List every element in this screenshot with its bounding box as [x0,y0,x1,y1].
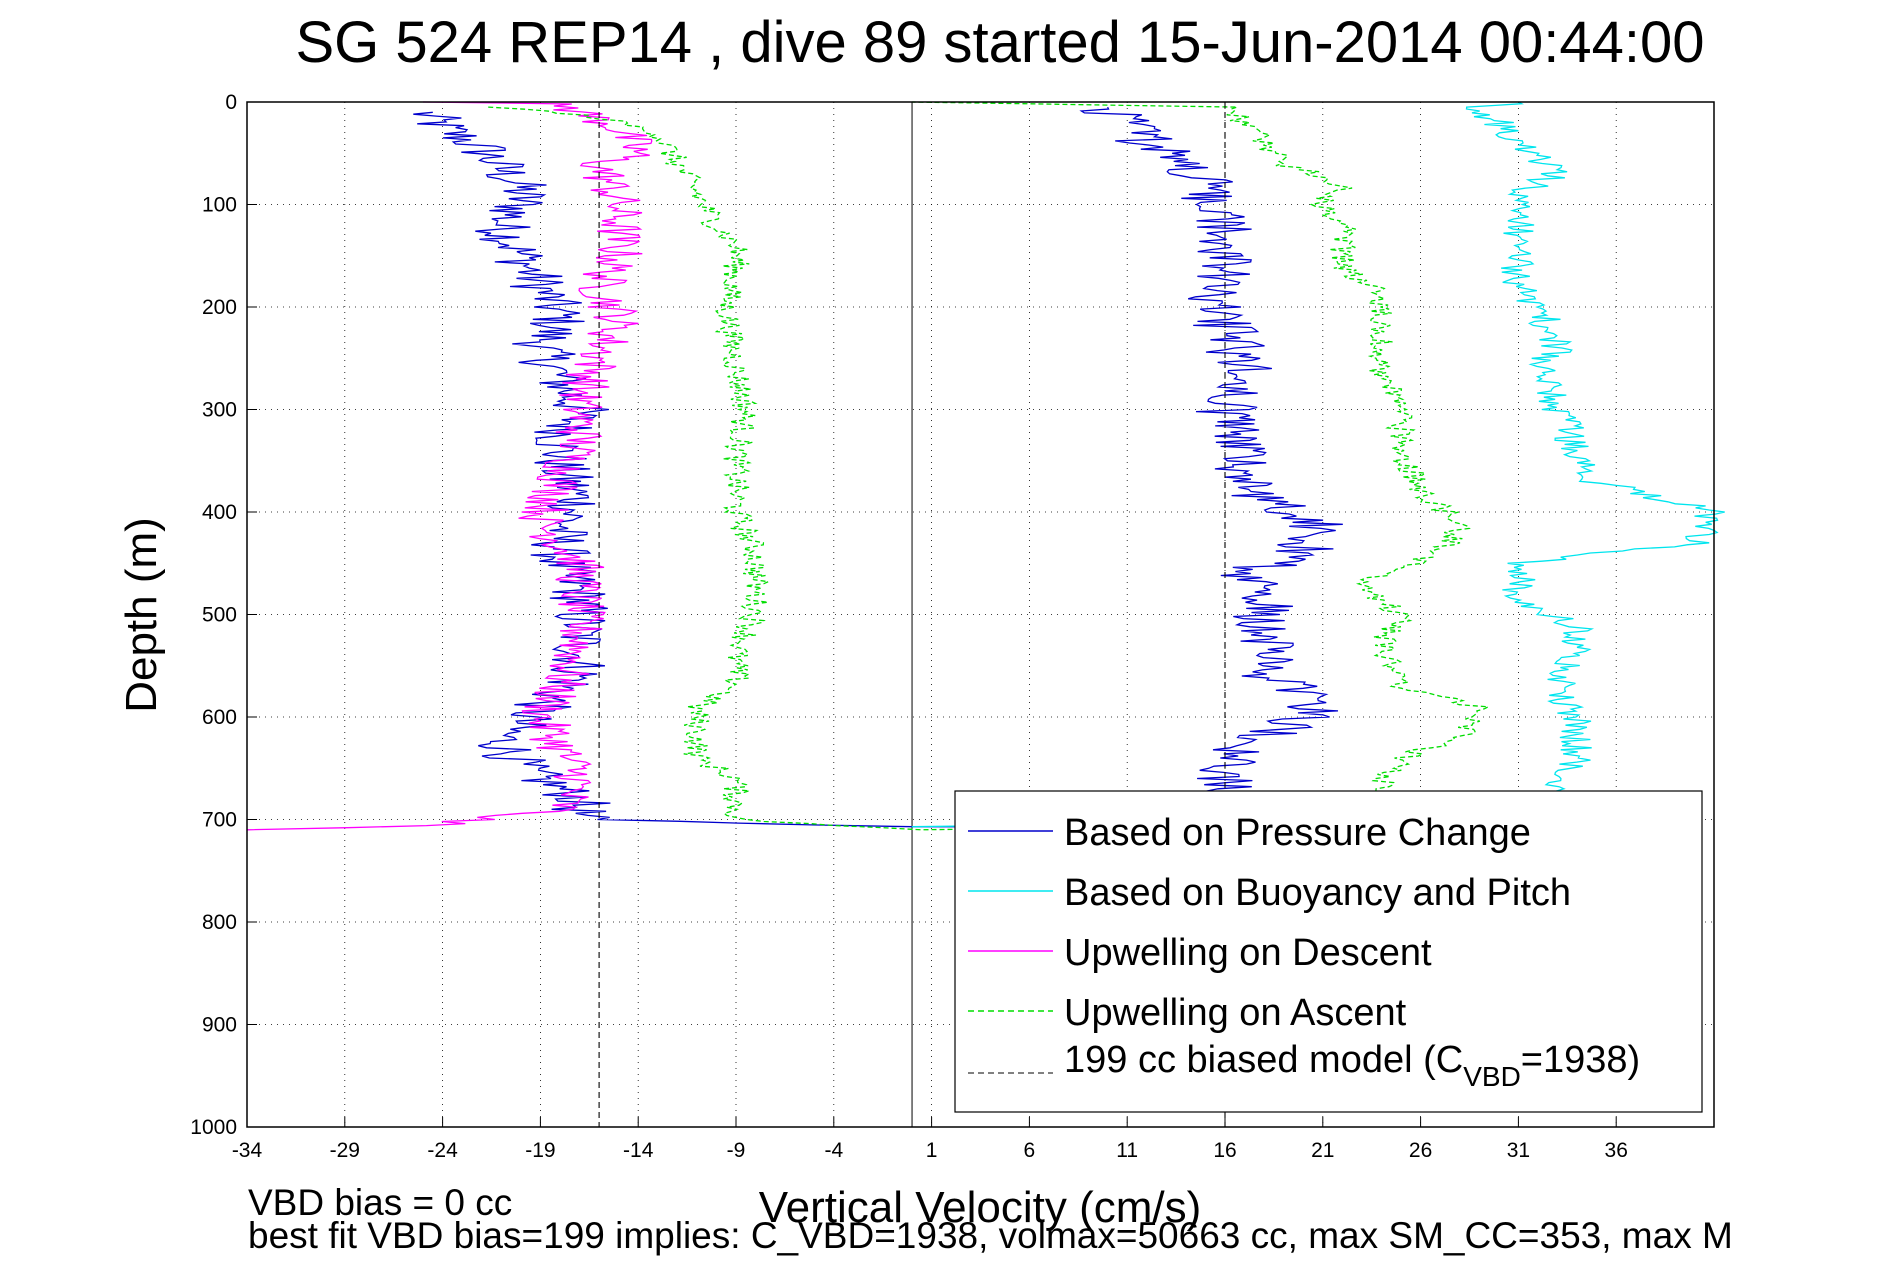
y-tick-label: 1000 [190,1116,237,1139]
legend-label-buoyancy: Based on Buoyancy and Pitch [1064,872,1571,914]
x-tick-label: 36 [1605,1139,1628,1162]
y-tick-label: 900 [202,1014,237,1037]
y-tick-label: 400 [202,501,237,524]
x-tick-label: -24 [427,1139,458,1162]
legend-label-pressure: Based on Pressure Change [1064,812,1531,854]
x-tick-label: -9 [727,1139,746,1162]
series-upwelling-descent [246,101,653,831]
footer-vbd-bias: VBD bias = 0 cc [248,1182,512,1223]
x-tick-label: 31 [1507,1139,1530,1162]
x-tick-label: 16 [1213,1139,1236,1162]
series-layer [246,101,1725,1127]
axis-ticks: -34 -29 -24 -19 -14 -9 -4 1 6 11 16 21 26 31 360100200… [190,91,1628,1162]
x-axis-label: Vertical Velocity (cm/s) [759,1183,1202,1232]
x-tick-label: -34 [232,1139,263,1162]
legend-label-ascent: Upwelling on Ascent [1064,992,1407,1034]
x-tick-label: -4 [824,1139,843,1162]
x-tick-label: 6 [1024,1139,1036,1162]
legend-label-model: 199 cc biased model (CVBD=1938) [1064,1039,1640,1092]
footer-best-fit: best fit VBD bias=199 implies: C_VBD=193… [248,1215,1733,1256]
x-tick-label: 1 [926,1139,938,1162]
legend-box [954,790,1703,1113]
x-tick-label: 21 [1311,1139,1334,1162]
x-tick-label: -19 [525,1139,555,1162]
series-buoyancy-pitch [911,101,1725,828]
legend-label-descent: Upwelling on Descent [1064,932,1432,974]
y-tick-label: 100 [202,194,237,217]
y-tick-label: 700 [202,809,237,832]
legend: Based on Pressure Change Based on Buoyan… [954,790,1703,1113]
series-upwelling-ascent [488,101,1491,831]
y-tick-label: 200 [202,296,237,319]
x-tick-label: 26 [1409,1139,1432,1162]
x-tick-label: -29 [330,1139,360,1162]
y-tick-label: 300 [202,399,237,422]
x-tick-label: -14 [623,1139,654,1162]
y-tick-label: 800 [202,911,237,934]
y-tick-label: 500 [202,604,237,627]
x-tick-label: 11 [1116,1139,1138,1162]
y-tick-label: 0 [225,91,237,114]
y-axis-label: Depth (m) [117,517,166,713]
y-tick-label: 600 [202,706,237,729]
chart-title: SG 524 REP14 , dive 89 started 15-Jun-20… [295,10,1704,75]
